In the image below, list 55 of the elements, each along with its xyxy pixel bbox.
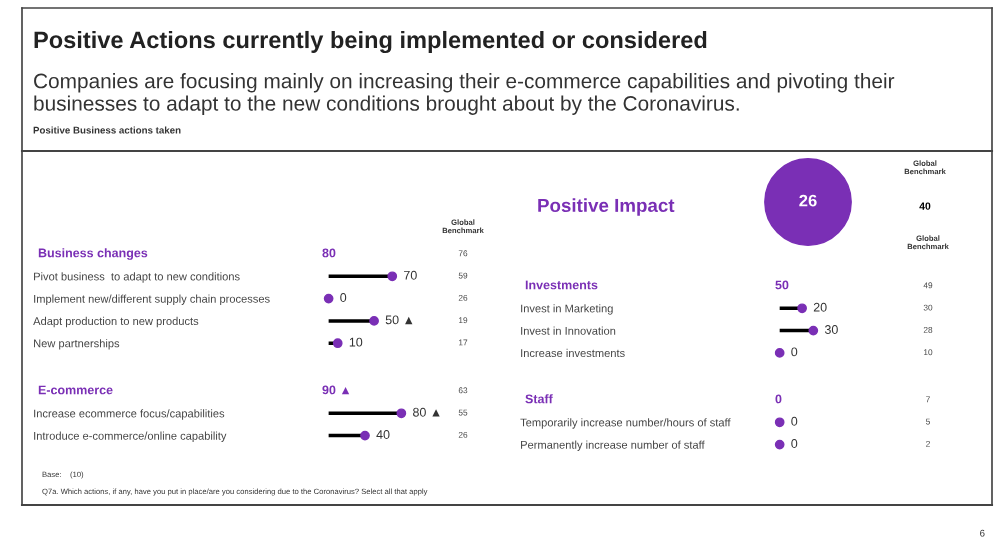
text: 30 [923,304,933,311]
y-tick-label: Pivot business to adapt to new conditions [34,272,240,283]
data-label: 70 [404,270,417,280]
data-label: 80 ▲ [413,407,440,417]
data-label: 0 [791,347,798,357]
text: 2 [926,440,930,447]
text: 7 [926,396,930,403]
y-tick-label: Adapt production to new products [33,316,199,328]
point [369,316,379,326]
text: Companies are focusing mainly on increasing their e-commerce capabilities and pivoting their businesses to adapt to the new conditions brought about by the Coronavirus. [34,73,895,115]
text: 26 [799,194,817,207]
text: Staff [525,394,553,404]
text: 63 [458,387,468,394]
text: Investments [525,280,598,290]
text: 28 [923,326,933,333]
text: 49 [923,282,933,289]
text: 26 [458,294,468,301]
text: 59 [458,272,468,279]
text: 80 [322,248,336,258]
data-label: 10 [349,337,363,347]
y-tick-label: Invest in Marketing [521,304,613,315]
text: 40 [919,202,931,210]
data-label: 0 [340,293,347,302]
text: 26 [458,431,468,438]
y-tick-label: Increase investments [521,348,625,358]
text: 0 [775,394,782,404]
data-label: 30 [824,325,838,334]
text: 90 ▲ [322,385,350,395]
category-label: Temporarily increase number/hours of staff [520,418,731,429]
text: 17 [459,339,468,346]
data-label: 0 [791,416,798,426]
text: Business changes [38,248,148,260]
y-tick-label: Implement new/different supply chain processes [34,294,270,305]
category-label: Permanently increase number of staff [521,440,705,451]
text: 76 [458,250,468,257]
point [332,338,343,349]
text: 19 [459,317,468,324]
text: 6 [980,529,985,537]
text: 10 [924,349,933,356]
y-tick-label: New partnerships [34,339,120,350]
point [387,271,398,282]
y-tick-label: Invest in Innovation [521,326,616,335]
text: 55 [458,409,468,416]
y-tick-label: Increase ecommerce focus/capabilities [34,409,225,420]
text: 50 [775,280,789,290]
text: Positive Business actions taken [33,126,181,134]
data-label: 20 [813,302,827,312]
y-tick-label: Introduce e-commerce/online capability [34,431,227,442]
text: Positive Impact [538,198,675,216]
data-label: 0 [791,439,798,448]
text: E-commerce [38,385,113,395]
data-label: 50 ▲ [385,315,413,325]
text: Positive Actions currently being implemented or considered [34,30,707,54]
data-label: 40 [376,430,390,439]
text: 5 [926,418,930,425]
